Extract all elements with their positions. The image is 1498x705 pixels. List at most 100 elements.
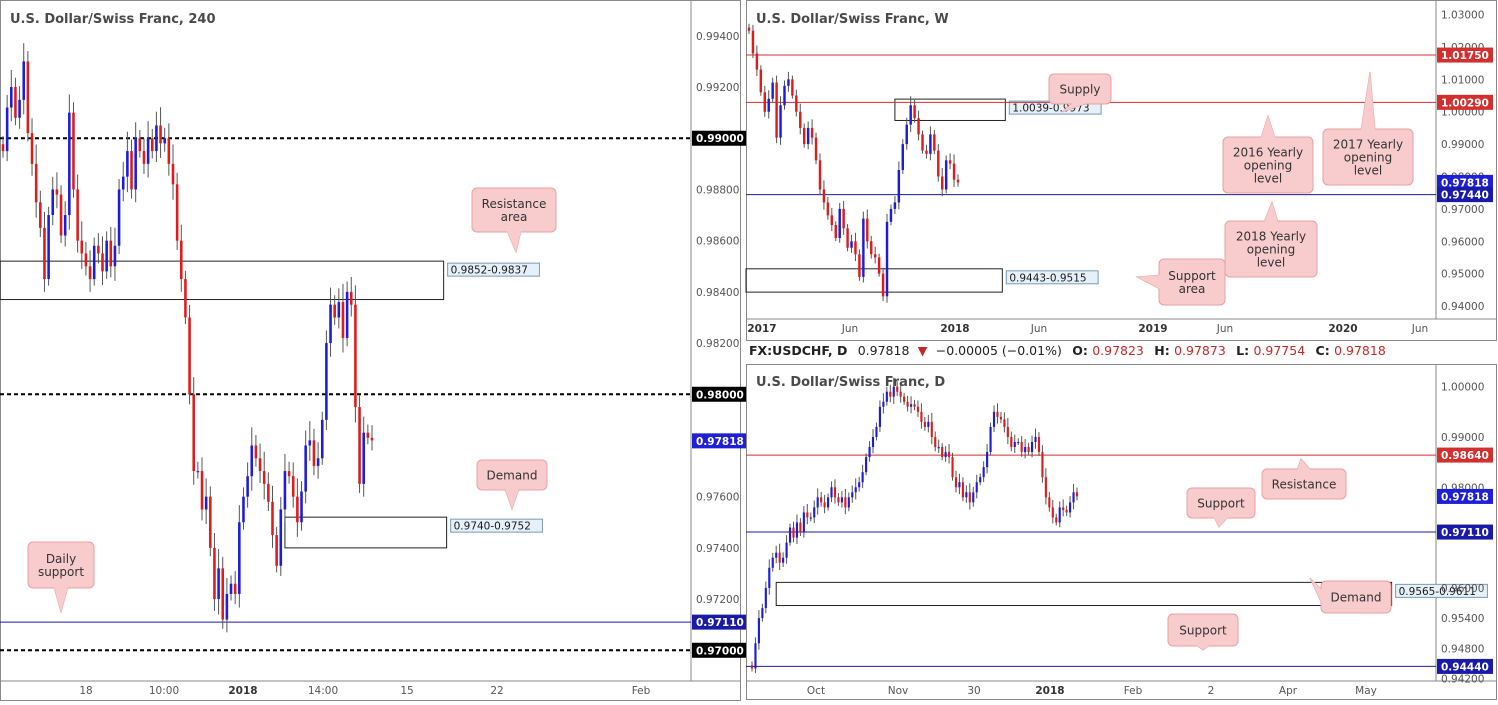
weekly-candle-body xyxy=(806,127,810,145)
daily-candle xyxy=(1030,435,1034,458)
daily-x-tick-label: Nov xyxy=(888,685,909,697)
open-value: 0.97823 xyxy=(1092,343,1144,358)
daily-candle-body xyxy=(903,396,906,402)
daily-candle-body xyxy=(968,492,971,503)
h4-candle xyxy=(262,451,266,500)
weekly-candle xyxy=(787,71,790,92)
daily-candle-body xyxy=(941,447,944,458)
daily-callout-support: Support xyxy=(1167,613,1239,651)
daily-candle-body xyxy=(1055,517,1058,523)
daily-candle xyxy=(1065,505,1068,516)
daily-candle xyxy=(788,523,792,546)
h4-candle-body xyxy=(320,419,324,459)
weekly-candle-body xyxy=(802,127,806,145)
weekly-candle-body xyxy=(944,160,948,190)
daily-callout-demand: Demand xyxy=(1309,577,1392,614)
daily-candle-body xyxy=(992,411,996,427)
daily-candle xyxy=(1024,439,1027,459)
h4-candle xyxy=(267,472,270,512)
h4-candle xyxy=(279,496,283,576)
h4-candle-body xyxy=(196,471,200,473)
h4-candle xyxy=(200,457,204,521)
h4-candle xyxy=(291,462,295,508)
daily-candle-body xyxy=(961,482,964,498)
h4-candle-body xyxy=(101,253,104,272)
h4-pane-border xyxy=(0,0,741,701)
h4-candle xyxy=(26,51,30,142)
h4-candle-body xyxy=(22,61,26,100)
h4-candle xyxy=(163,127,166,152)
daily-candle-body xyxy=(785,542,788,558)
h4-candle-body xyxy=(92,245,96,280)
daily-callout-text: Demand xyxy=(1331,591,1382,605)
daily-candle xyxy=(754,637,757,674)
weekly-y-tick-label: 1.01000 xyxy=(1441,74,1484,86)
weekly-callout-text: 2018 Yearly xyxy=(1236,230,1306,244)
daily-candle xyxy=(858,476,861,492)
h4-candle-body xyxy=(138,138,142,152)
weekly-candle-body xyxy=(838,208,841,239)
daily-candle-body xyxy=(868,447,871,458)
daily-candle-body xyxy=(757,618,760,644)
h4-candle-body xyxy=(304,445,307,492)
daily-candle xyxy=(878,400,881,433)
daily-candle-body xyxy=(775,552,778,558)
weekly-x-tick-label: Jun xyxy=(841,323,858,335)
weekly-x-tick-label: 2019 xyxy=(1138,323,1167,335)
weekly-candle xyxy=(751,24,755,59)
h4-candle-body xyxy=(59,194,63,236)
h4-candle xyxy=(308,421,312,461)
h4-candle xyxy=(84,241,88,276)
daily-candle xyxy=(982,461,985,482)
weekly-candle xyxy=(941,167,944,197)
weekly-x-tick-label: Jun xyxy=(1216,323,1233,335)
h4-chart-pane[interactable]: 0.9852-0.9837 0.9740-0.9752 0.99400 0.9920… xyxy=(0,0,748,701)
h4-callout-text: Daily xyxy=(46,552,76,566)
daily-candle xyxy=(1010,431,1013,452)
h4-candle-body xyxy=(262,471,266,484)
daily-candle-body xyxy=(806,512,809,518)
high-value: 0.97873 xyxy=(1174,343,1226,358)
daily-candle-body xyxy=(1006,426,1009,437)
weekly-callout-text: level xyxy=(1257,256,1286,270)
h4-candle xyxy=(283,453,287,524)
weekly-candle xyxy=(795,89,798,117)
h4-price-tag-round: 0.97000 xyxy=(692,642,748,658)
h4-candle xyxy=(287,461,291,484)
h4-candle-body xyxy=(117,189,121,246)
daily-chart-pane[interactable]: 0.9565-0.9611 1.000000.990000.980000.960… xyxy=(746,364,1497,700)
h4-candle-body xyxy=(316,458,320,466)
daily-candle xyxy=(809,512,812,522)
daily-candle-body xyxy=(1034,436,1037,442)
h4-zone-box-1 xyxy=(284,516,448,549)
h4-candle-body xyxy=(47,215,50,280)
weekly-candle-body xyxy=(893,202,897,209)
weekly-price-tag-resistance: 1.00290 xyxy=(1437,94,1493,110)
daily-candle-body xyxy=(1069,502,1072,513)
h4-candle-body xyxy=(39,202,42,228)
daily-candle xyxy=(813,500,816,524)
h4-candle-body xyxy=(171,163,175,185)
daily-candle-body xyxy=(930,421,933,437)
weekly-candle xyxy=(952,154,956,187)
daily-candle xyxy=(1072,483,1075,510)
daily-candle-body xyxy=(934,436,937,448)
weekly-x-tick-label: Jun xyxy=(1030,323,1047,335)
weekly-candle xyxy=(917,110,920,141)
daily-candle xyxy=(927,414,930,433)
h4-candle-body xyxy=(1,144,5,152)
daily-candle-body xyxy=(792,527,795,538)
daily-candle xyxy=(778,543,781,570)
daily-candle-body xyxy=(1010,436,1013,448)
h4-candle-body xyxy=(209,496,212,548)
weekly-candle xyxy=(806,121,810,150)
daily-candle xyxy=(909,396,913,414)
daily-candle-body xyxy=(875,426,878,437)
weekly-candle xyxy=(747,23,751,34)
weekly-candle-body xyxy=(948,160,952,164)
daily-candle xyxy=(1048,491,1051,512)
weekly-candle xyxy=(771,77,774,103)
low-label: L: xyxy=(1236,343,1249,358)
h4-price-tag-label: 0.99000 xyxy=(696,133,744,145)
